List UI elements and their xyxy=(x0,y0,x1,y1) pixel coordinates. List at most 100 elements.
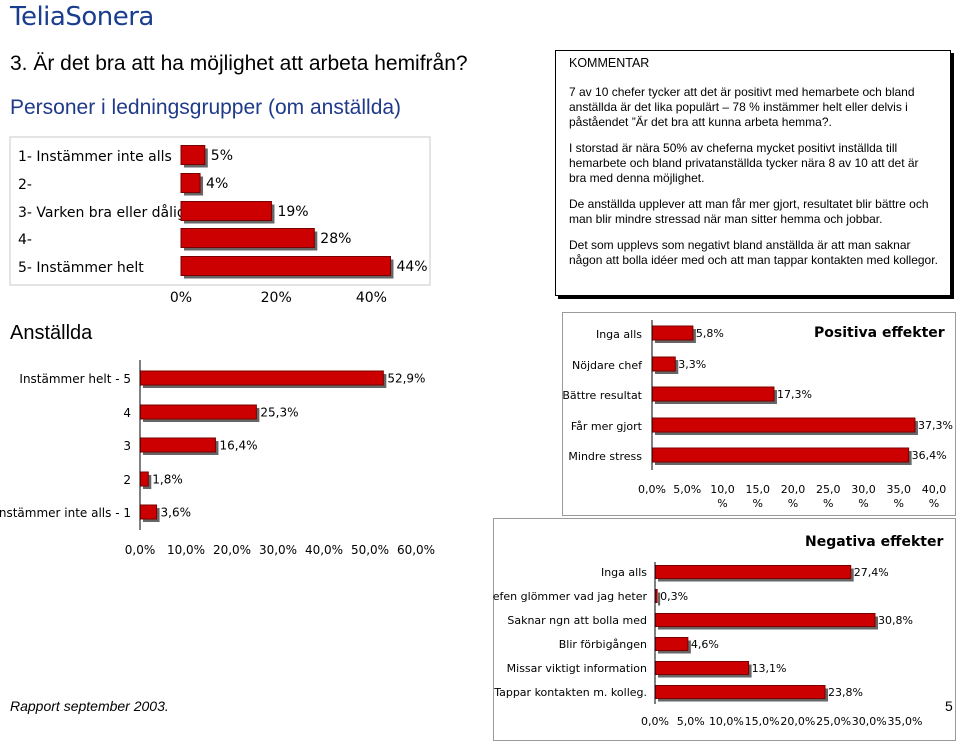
value-label: 4% xyxy=(206,176,228,192)
bar-shadow xyxy=(658,592,661,606)
value-label: 4,6% xyxy=(691,638,719,651)
tick-label: % xyxy=(929,497,939,510)
section-label: Anställda xyxy=(10,322,93,344)
tick-label: 35,0 xyxy=(887,483,912,496)
category-label: Tappar kontakten m. kolleg. xyxy=(493,686,647,699)
value-label: 23,8% xyxy=(828,686,863,699)
value-label: 3,6% xyxy=(161,505,192,519)
category-label: 3- Varken bra eller dåligt xyxy=(18,204,192,221)
category-label: Chefen glömmer vad jag heter xyxy=(493,590,647,603)
bar xyxy=(139,471,149,487)
bar xyxy=(651,447,910,463)
bar xyxy=(654,613,876,627)
value-label: 0,3% xyxy=(660,590,688,603)
bar xyxy=(651,386,775,402)
value-label: 17,3% xyxy=(777,388,812,401)
category-label: Får mer gjort xyxy=(571,420,643,433)
category-label: Saknar ngn att bolla med xyxy=(507,614,647,627)
tick-label: % xyxy=(894,497,904,510)
positive-panel-frame xyxy=(562,312,956,516)
category-label: Inga alls xyxy=(596,328,642,341)
tick-label: 60,0% xyxy=(397,543,435,557)
tick-label: 10,0% xyxy=(709,715,744,728)
category-label: 4 xyxy=(123,406,131,420)
category-label: 3 xyxy=(123,439,131,453)
tick-label: 15,0 xyxy=(746,483,771,496)
negative-effects-title: Negativa effekter xyxy=(805,534,943,550)
value-label: 44% xyxy=(396,259,427,275)
bar xyxy=(180,228,315,248)
bar xyxy=(139,504,158,520)
comment-box: KOMMENTAR 7 av 10 chefer tycker att det … xyxy=(555,50,951,296)
category-label: Instämmer helt - 5 xyxy=(19,372,131,386)
category-label: 5- Instämmer helt xyxy=(18,260,144,276)
value-label: 28% xyxy=(320,231,351,247)
bar xyxy=(654,565,852,579)
tick-label: % xyxy=(753,497,763,510)
tick-label: 5,0% xyxy=(677,715,705,728)
category-label: Nöjdare chef xyxy=(572,359,643,372)
category-label: 2 xyxy=(123,473,131,487)
tick-label: 0,0% xyxy=(638,483,666,496)
bar xyxy=(651,325,694,341)
negative-effects-chart: Negativa effekter Inga alls Chefen glömme… xyxy=(493,518,956,741)
value-label: 1,8% xyxy=(152,472,183,486)
positive-effects-title: Positiva effekter xyxy=(814,325,945,341)
value-label: 3,3% xyxy=(678,358,706,371)
bar xyxy=(651,356,676,372)
value-label: 27,4% xyxy=(854,566,889,579)
value-label: 37,3% xyxy=(918,419,953,432)
positive-effects-chart: Positiva effekter Inga alls Nöjdare chef B… xyxy=(562,312,956,516)
category-label: 1- Instämmer inte alls xyxy=(18,149,172,165)
category-label: Bättre resultat xyxy=(562,389,642,402)
bar xyxy=(654,637,689,651)
tick-label: 30,0% xyxy=(852,715,887,728)
chefs-chart: 1- Instämmer inte alls 2- 3- Varken bra el… xyxy=(9,136,431,306)
value-label: 19% xyxy=(277,204,308,220)
tick-label: 40,0% xyxy=(305,543,343,557)
value-label: 5,8% xyxy=(696,327,724,340)
bar xyxy=(139,370,384,386)
page-number: 5 xyxy=(945,698,953,714)
value-label: 5% xyxy=(211,148,233,164)
tick-label: 20,0 xyxy=(781,483,806,496)
bar xyxy=(654,661,750,675)
tick-label: 0,0% xyxy=(641,715,669,728)
category-label: Mindre stress xyxy=(568,450,642,463)
category-label: 2- xyxy=(18,177,32,193)
value-label: 16,4% xyxy=(219,438,257,452)
comment-paragraph-3: De anställda upplever att man får mer gj… xyxy=(569,197,929,226)
comment-heading: KOMMENTAR xyxy=(569,56,650,70)
employees-chart: Instämmer helt - 5 4 3 2 Instämmer inte alls… xyxy=(0,360,435,557)
tick-label: 50,0% xyxy=(351,543,389,557)
tick-label: 0,0% xyxy=(125,543,156,557)
tick-label: % xyxy=(823,497,833,510)
category-label: Instämmer inte alls - 1 xyxy=(0,506,131,520)
tick-label: 10,0 xyxy=(710,483,735,496)
comment-paragraph-4: Det som upplevs som negativt bland anstä… xyxy=(569,238,938,267)
category-label: Inga alls xyxy=(601,566,647,579)
tick-label: 0% xyxy=(170,290,192,306)
page-title: 3. Är det bra att ha möjlighet att arbet… xyxy=(10,52,468,75)
comment-paragraph-2: I storstad är nära 50% av cheferna mycke… xyxy=(569,141,919,185)
tick-label: 40% xyxy=(356,290,387,306)
tick-label: 15,0% xyxy=(745,715,780,728)
value-label: 30,8% xyxy=(878,614,913,627)
report-date: Rapport september 2003. xyxy=(10,698,169,714)
page-subtitle: Personer i ledningsgrupper (om anställda… xyxy=(10,96,402,119)
category-label: 4- xyxy=(18,232,32,248)
tick-label: 20,0% xyxy=(780,715,815,728)
tick-label: 35,0% xyxy=(888,715,923,728)
tick-label: % xyxy=(858,497,868,510)
value-label: 25,3% xyxy=(260,405,298,419)
bar xyxy=(180,145,206,165)
tick-label: 25,0 xyxy=(816,483,841,496)
tick-label: 30,0 xyxy=(851,483,876,496)
category-label: Missar viktigt information xyxy=(507,662,647,675)
bar xyxy=(139,437,216,453)
tick-label: % xyxy=(717,497,727,510)
value-label: 13,1% xyxy=(752,662,787,675)
bar xyxy=(180,256,391,276)
bar xyxy=(180,201,272,221)
bar xyxy=(654,685,826,699)
